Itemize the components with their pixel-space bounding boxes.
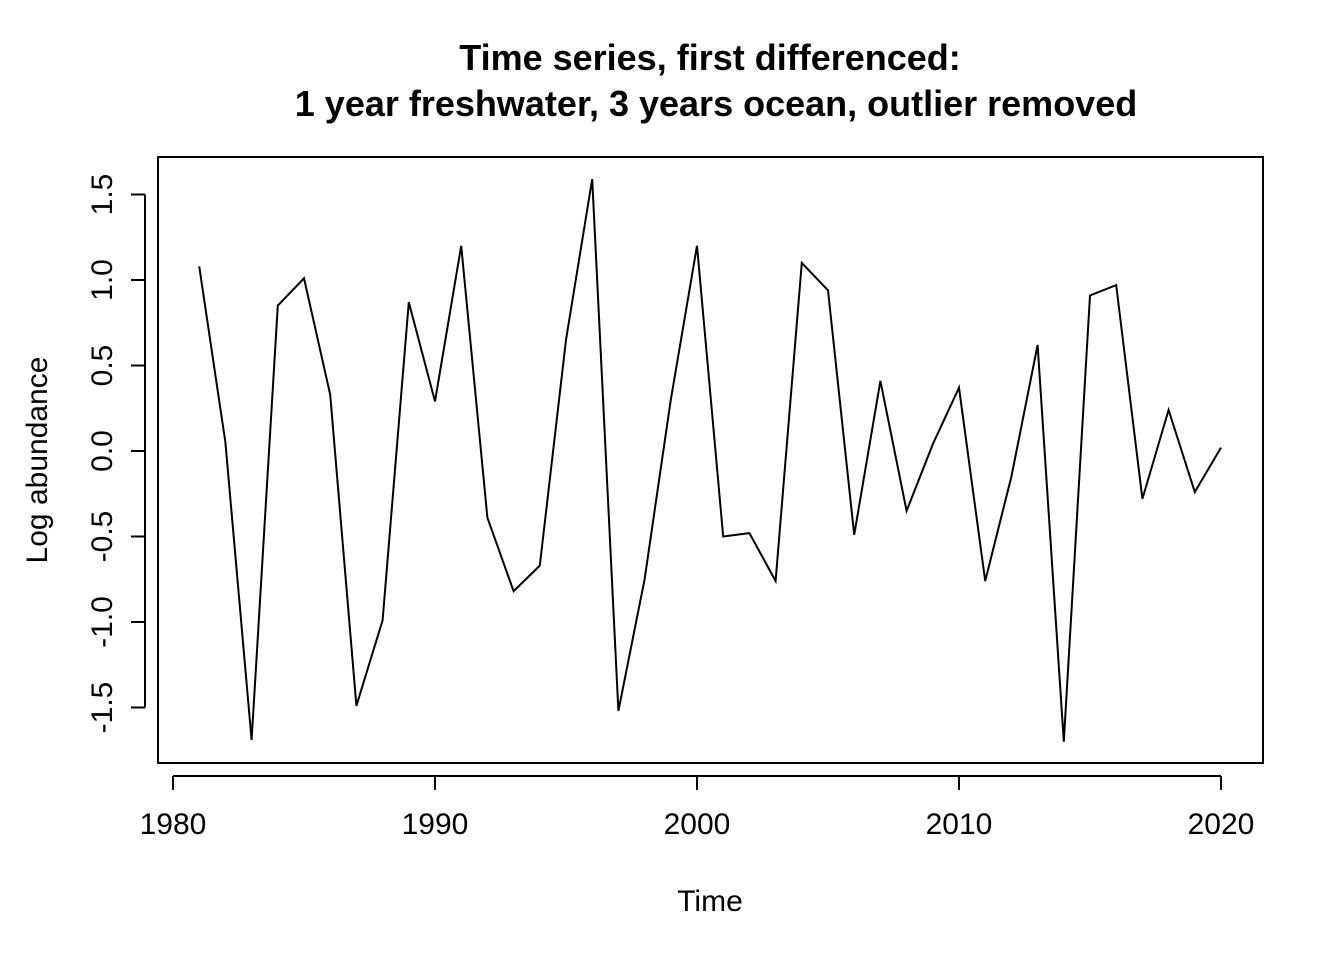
- x-tick-label: 2000: [664, 808, 731, 841]
- x-axis: 1980 1990 2000 2010 2020: [140, 775, 1255, 841]
- y-tick-label: -0.5: [86, 511, 119, 563]
- y-axis: -1.5 -1.0 -0.5 0.0 0.5 1.0 1.5: [86, 174, 146, 734]
- y-tick-label: -1.0: [86, 596, 119, 648]
- y-tick-label: 1.0: [86, 259, 119, 301]
- y-tick-label: 1.5: [86, 174, 119, 216]
- series-line: [198, 178, 1222, 742]
- y-tick-label: 0.0: [86, 430, 119, 472]
- x-tick-label: 1980: [140, 808, 207, 841]
- chart-title-line1: Time series, first differenced:: [459, 37, 961, 78]
- chart-title-line2: 1 year freshwater, 3 years ocean, outlie…: [295, 83, 1137, 124]
- y-tick-label: 0.5: [86, 345, 119, 387]
- y-axis-label: Log abundance: [21, 357, 54, 564]
- series-group: [198, 178, 1222, 742]
- x-axis-label: Time: [677, 885, 743, 918]
- x-tick-label: 2010: [926, 808, 993, 841]
- x-tick-label: 2020: [1188, 808, 1255, 841]
- plot-frame: [157, 156, 1264, 764]
- x-tick-label: 1990: [402, 808, 469, 841]
- y-tick-label: -1.5: [86, 682, 119, 734]
